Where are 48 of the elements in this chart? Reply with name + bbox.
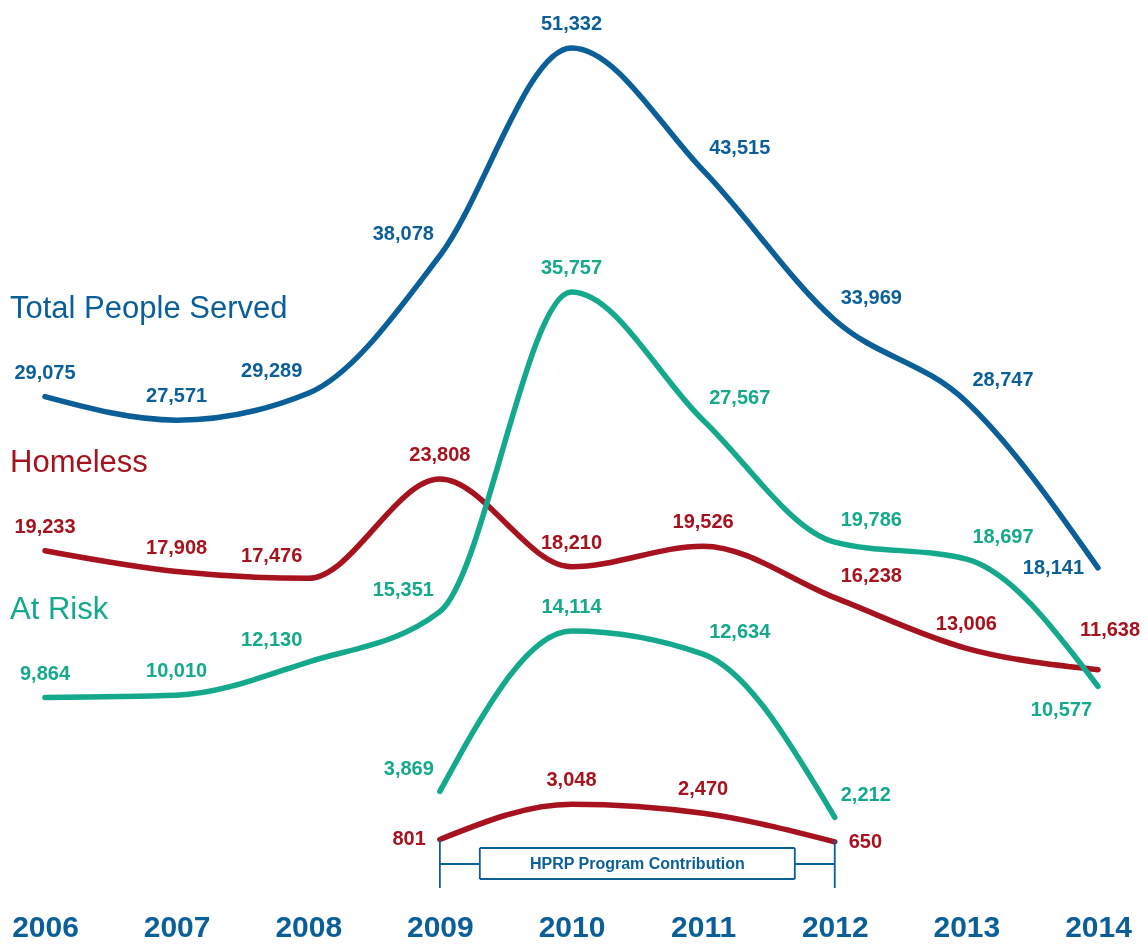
x-tick-label: 2008 <box>275 909 343 943</box>
x-tick-label: 2012 <box>801 909 869 943</box>
data-label: 650 <box>848 829 883 852</box>
data-label: 17,476 <box>241 544 303 567</box>
data-label: 9,864 <box>19 661 71 684</box>
data-label: 19,233 <box>14 514 76 537</box>
data-label: 29,075 <box>14 360 76 383</box>
data-label: 35,757 <box>540 255 603 278</box>
data-label: 10,010 <box>146 659 208 682</box>
x-tick-label: 2009 <box>407 909 474 943</box>
data-label: 17,908 <box>146 535 208 558</box>
text: At Risk <box>10 590 109 626</box>
data-label: 18,210 <box>540 530 603 553</box>
text: Total People Served <box>10 289 288 325</box>
x-tick-label: 2010 <box>538 909 606 943</box>
data-label: 33,969 <box>840 285 902 308</box>
data-label: 23,808 <box>409 443 471 466</box>
data-label: 43,515 <box>709 136 771 159</box>
data-label: 13,006 <box>935 612 997 635</box>
data-label: 3,048 <box>546 768 597 791</box>
x-tick-label: 2011 <box>671 909 737 943</box>
data-label: 15,351 <box>372 577 434 600</box>
x-tick-label: 2013 <box>933 909 1001 943</box>
data-label: 14,114 <box>541 594 603 617</box>
data-label: 27,567 <box>709 386 771 409</box>
data-label: 12,634 <box>709 620 772 643</box>
x-tick-label: 2014 <box>1065 909 1133 943</box>
data-label: 27,571 <box>146 384 208 407</box>
data-label: 38,078 <box>372 221 434 244</box>
text: HPRP Program Contribution <box>529 855 745 872</box>
x-tick-label: 2007 <box>143 909 211 943</box>
data-label: 19,526 <box>672 510 734 533</box>
data-label: 29,289 <box>241 359 303 382</box>
data-label: 28,747 <box>972 367 1034 390</box>
data-label: 19,786 <box>840 508 902 531</box>
data-label: 18,141 <box>1022 555 1084 578</box>
data-label: 10,577 <box>1030 698 1092 721</box>
data-label: 2,212 <box>840 783 891 806</box>
data-label: 51,332 <box>540 12 603 34</box>
data-label: 3,869 <box>383 757 434 780</box>
data-label: 801 <box>392 827 426 850</box>
data-label: 16,238 <box>840 563 902 586</box>
data-label: 11,638 <box>1080 617 1141 640</box>
data-label: 12,130 <box>241 628 303 651</box>
x-tick-label: 2006 <box>12 909 79 943</box>
text: Homeless <box>10 443 148 479</box>
data-label: 18,697 <box>972 525 1034 548</box>
data-label: 2,470 <box>678 777 729 800</box>
